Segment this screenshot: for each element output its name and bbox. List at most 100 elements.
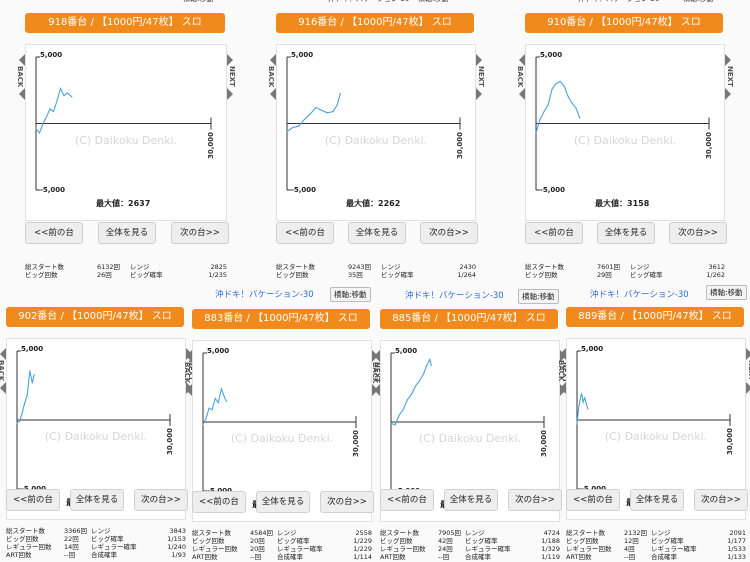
back-arrow-icon[interactable]	[519, 88, 525, 100]
stats-row: 総スタート数 7601回 レンジ 3612	[525, 263, 725, 271]
view-all-button[interactable]: 全体を見る	[348, 222, 406, 244]
graph-canvas	[286, 56, 461, 191]
horizontal-axis-toggle[interactable]: 横軸:移動	[518, 289, 559, 304]
next-arrow-icon[interactable]	[725, 88, 731, 100]
next-arrow-icon[interactable]	[476, 88, 482, 100]
view-all-button[interactable]: 全体を見る	[630, 489, 684, 511]
back-side-label[interactable]: BACK	[183, 362, 191, 384]
prev-machine-button[interactable]: <<前の台	[192, 491, 246, 513]
prev-machine-button[interactable]: <<前の台	[380, 489, 434, 511]
stat-value: --回	[250, 553, 262, 561]
back-arrow-icon[interactable]	[519, 54, 525, 66]
back-arrow-icon[interactable]	[19, 54, 25, 66]
data-point	[220, 388, 222, 390]
back-arrow-icon[interactable]	[0, 348, 6, 360]
stats-row: ビッグ回数 22回 ビッグ確率 1/153	[6, 535, 186, 543]
stat-label: ビッグ回数	[192, 537, 225, 545]
back-arrow-icon[interactable]	[270, 88, 276, 100]
stats-row: ART回数 --回 合成確率 1/93	[6, 551, 186, 559]
back-arrow-icon[interactable]	[374, 384, 380, 396]
data-point	[429, 358, 431, 361]
next-machine-button[interactable]: 次の台>>	[171, 222, 229, 244]
back-arrow-icon[interactable]	[270, 54, 276, 66]
next-arrow-icon[interactable]	[227, 54, 233, 66]
back-arrow-icon[interactable]	[560, 348, 566, 360]
back-side-label[interactable]: BACK	[371, 362, 379, 384]
machine-name-link[interactable]: 沖ドキ！バケーション-30	[405, 291, 504, 301]
stats-row: 総スタート数 4584回 レンジ 2558	[192, 529, 372, 537]
stat-label: ビッグ確率	[630, 271, 663, 279]
back-arrow-icon[interactable]	[19, 88, 25, 100]
view-all-button[interactable]: 全体を見る	[70, 489, 124, 511]
next-arrow-icon[interactable]	[746, 348, 750, 360]
back-side-label[interactable]: BACK	[557, 360, 565, 382]
next-side-label[interactable]: NEXT	[726, 66, 734, 87]
back-arrow-icon[interactable]	[186, 384, 192, 396]
next-side-label[interactable]: NEXT	[187, 360, 195, 381]
back-arrow-icon[interactable]	[0, 382, 6, 394]
next-arrow-icon[interactable]	[227, 88, 233, 100]
horizontal-axis-toggle[interactable]: 横軸:移動	[330, 287, 371, 302]
next-side-label[interactable]: NEXT	[373, 362, 381, 383]
next-arrow-icon[interactable]	[725, 54, 731, 66]
data-point	[418, 380, 421, 382]
view-all-button[interactable]: 全体を見る	[444, 489, 498, 511]
stats-row: レギュラー回数 4回 レギュラー確率 1/533	[566, 545, 746, 553]
back-side-label[interactable]: BACK	[267, 66, 275, 88]
next-side-label[interactable]: NEXT	[477, 66, 485, 87]
data-point	[16, 422, 18, 424]
back-arrow-icon[interactable]	[374, 350, 380, 362]
data-point	[292, 126, 294, 129]
prev-machine-button[interactable]: <<前の台	[276, 222, 334, 244]
next-side-label[interactable]: NEXT	[561, 362, 569, 383]
stat-label: ビッグ確率	[381, 271, 414, 279]
prev-machine-button[interactable]: <<前の台	[6, 489, 60, 511]
back-arrow-icon[interactable]	[186, 350, 192, 362]
series-line	[576, 393, 589, 425]
prev-machine-button[interactable]: <<前の台	[25, 222, 83, 244]
stat-label: レギュラー回数	[6, 543, 52, 551]
view-all-button[interactable]: 全体を見る	[597, 222, 655, 244]
prev-machine-button[interactable]: <<前の台	[566, 489, 620, 511]
stat-label: ART回数	[6, 551, 32, 559]
machine-title-header: 902番台 / 【1000円/47枚】 スロ	[6, 307, 184, 327]
next-arrow-icon[interactable]	[476, 54, 482, 66]
stat-label: ART回数	[380, 553, 406, 561]
next-machine-button[interactable]: 次の台>>	[420, 222, 478, 244]
next-machine-button[interactable]: 次の台>>	[508, 489, 562, 511]
data-point	[38, 132, 41, 134]
top-fragment-text: 横軸:移動	[183, 0, 213, 4]
stat-value: 3366回	[64, 527, 88, 535]
back-arrow-icon[interactable]	[560, 382, 566, 394]
back-side-label[interactable]: BACK	[16, 66, 24, 88]
stats-table: 総スタート数 3366回 レンジ 3843 ビッグ回数 22回 ビッグ確率 1/153 レギュラ…	[6, 527, 186, 559]
view-all-button[interactable]: 全体を見る	[256, 491, 310, 513]
y-tick-label-bottom: -5,000	[291, 186, 317, 194]
stat-value: 1/264	[457, 271, 476, 279]
stat-label: ART回数	[566, 553, 592, 561]
stat-value: 3843	[169, 527, 186, 535]
max-value-label: 最大値：2637	[96, 199, 151, 208]
view-all-button[interactable]: 全体を見る	[98, 222, 156, 244]
next-machine-button[interactable]: 次の台>>	[694, 489, 748, 511]
prev-machine-button[interactable]: <<前の台	[525, 222, 583, 244]
stat-value: 4724	[543, 529, 560, 537]
data-point	[582, 401, 584, 403]
stat-label: ビッグ回数	[276, 271, 309, 279]
next-machine-button[interactable]: 次の台>>	[320, 491, 374, 513]
next-machine-button[interactable]: 次の台>>	[669, 222, 727, 244]
machine-name-link[interactable]: 沖ドキ！バケーション-30	[215, 290, 314, 300]
data-point	[223, 396, 226, 398]
stat-label: レギュラー回数	[566, 545, 612, 553]
back-side-label[interactable]: BACK	[516, 66, 524, 88]
machine-name-link[interactable]: 沖ドキ！バケーション-30	[590, 290, 689, 300]
stat-value: 9243回	[348, 263, 372, 271]
next-machine-button[interactable]: 次の台>>	[134, 489, 188, 511]
watermark: (C) Daikoku Denki.	[604, 430, 708, 443]
next-side-label[interactable]: NEXT	[747, 360, 750, 381]
next-side-label[interactable]: NEXT	[228, 66, 236, 87]
next-arrow-icon[interactable]	[746, 382, 750, 394]
horizontal-axis-toggle[interactable]: 横軸:移動	[706, 285, 747, 300]
back-side-label[interactable]: BACK	[0, 360, 5, 382]
